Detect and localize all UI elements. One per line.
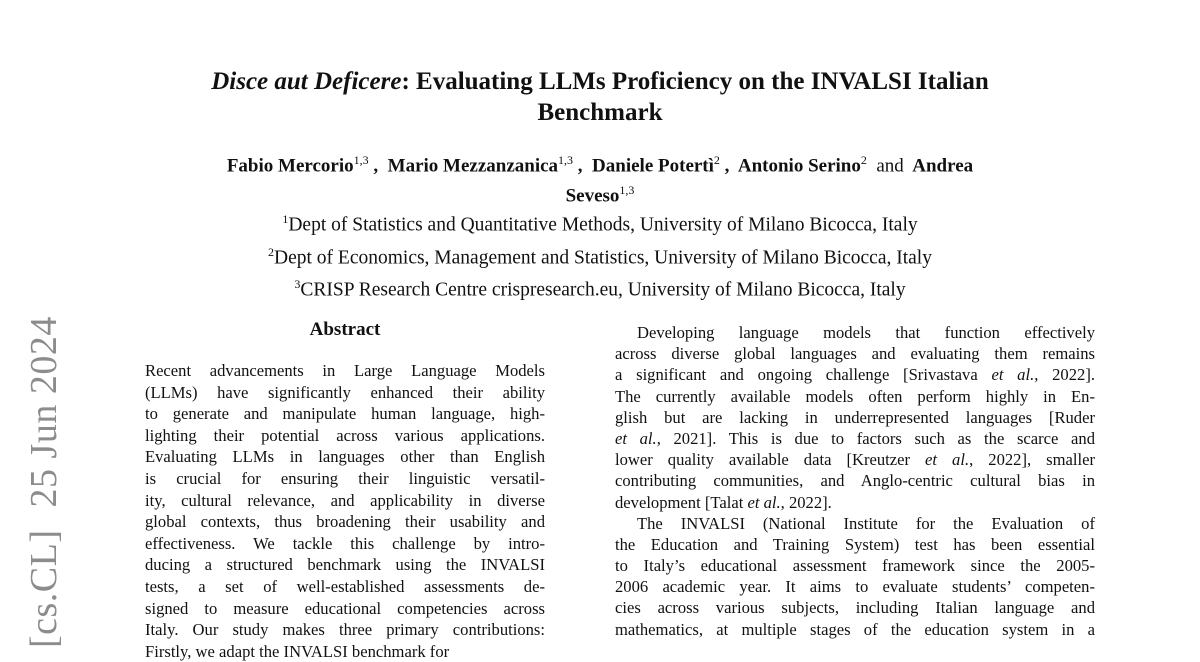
- title-italic: Disce aut Deficere: [211, 68, 402, 95]
- text-line: 2006 academic year. It aims to evaluate …: [615, 577, 1095, 597]
- text-line: et al., 2021]. This is due to factors su…: [615, 428, 1095, 448]
- text-line: contributing communities, and Anglo-cent…: [615, 471, 1095, 491]
- author: Antonio Serino: [737, 155, 861, 177]
- text-line: tests, a set of well-established assessm…: [145, 576, 545, 596]
- text-line: glish but are lacking in underrepresente…: [615, 407, 1095, 427]
- text-line: effectiveness. We tackle this challenge …: [145, 533, 545, 553]
- introduction-body: Developing language models that function…: [615, 322, 1095, 640]
- affiliation-number: 2: [268, 244, 275, 259]
- text-line: Firstly, we adapt the INVALSI benchmark …: [145, 641, 450, 661]
- text-line: across diverse global languages and eval…: [615, 344, 1095, 364]
- paper-title: Disce aut Deficere: Evaluating LLMs Prof…: [0, 66, 1200, 128]
- affiliation-number: 1: [282, 212, 289, 226]
- arxiv-category: [cs.CL]: [23, 529, 65, 648]
- abstract-body: Recent advancements in Large Language Mo…: [145, 360, 545, 662]
- text-line: to generate and manipulate human languag…: [145, 404, 545, 424]
- affiliation-text: CRISP Research Centre crispresearch.eu, …: [300, 279, 906, 301]
- author-affiliation: 1,3: [558, 153, 574, 167]
- affiliation: 3CRISP Research Centre crispresearch.eu,…: [0, 271, 1200, 304]
- author-affiliation: 1,3: [619, 183, 635, 198]
- title-rest: : Evaluating LLMs Proficiency on the INV…: [401, 68, 989, 95]
- abstract-heading: Abstract: [309, 319, 381, 340]
- text-line: The currently available models often per…: [615, 386, 1095, 406]
- text-line: cies across various subjects, including …: [615, 598, 1095, 618]
- title-line2: Benchmark: [537, 99, 663, 126]
- arxiv-date: 25 Jun 2024: [23, 316, 65, 508]
- text-line: global contexts, thus broadening their u…: [145, 512, 545, 532]
- text-line: a significant and ongoing challenge [Sri…: [615, 365, 1095, 385]
- text-line: lower quality available data [Kreutzer e…: [615, 450, 1095, 470]
- text-line: Italy. Our study makes three primary con…: [145, 620, 545, 640]
- text-line: (LLMs) have significantly enhanced their…: [145, 382, 545, 402]
- arxiv-stamp: [cs.CL] 25 Jun 2024: [22, 294, 66, 648]
- author: Daniele Potertì: [592, 155, 714, 177]
- text-line: Developing language models that function…: [637, 323, 1095, 342]
- author: Fabio Mercorio: [226, 155, 354, 177]
- affiliation: 1Dept of Statistics and Quantitative Met…: [0, 206, 1200, 239]
- text-line: is crucial for ensuring their linguistic…: [145, 468, 545, 488]
- author-affiliation: 2: [713, 153, 720, 167]
- text-line: The INVALSI (National Institute for the …: [637, 513, 1095, 533]
- affiliation-number: 3: [294, 277, 301, 291]
- author-first-name: Andrea: [912, 155, 974, 177]
- author-last-name: Seveso: [565, 185, 620, 207]
- text-line: ducing a structured benchmark using the …: [145, 555, 545, 575]
- author-affiliation: 1,3: [353, 153, 369, 167]
- affiliation-text: Dept of Economics, Management and Statis…: [274, 247, 932, 268]
- text-line: Evaluating LLMs in languages other than …: [145, 447, 545, 467]
- text-line: ity, cultural relevance, and applicabili…: [145, 490, 545, 510]
- author: Mario Mezzanzanica: [387, 155, 559, 177]
- affiliation-text: Dept of Statistics and Quantitative Meth…: [288, 214, 918, 236]
- text-line: the Education and Training System) test …: [615, 534, 1095, 554]
- text-line: lighting their potential across various …: [145, 425, 545, 445]
- text-line: Recent advancements in Large Language Mo…: [145, 361, 545, 380]
- author-affiliation: 2: [860, 153, 867, 167]
- affiliation: 2Dept of Economics, Management and Stati…: [0, 239, 1200, 272]
- text-line: to Italy’s educational assessment framew…: [615, 556, 1095, 576]
- text-line: development [Talat et al., 2022].: [615, 492, 832, 512]
- authors-and: and: [876, 155, 904, 177]
- author-list: Fabio Mercorio1,3 , Mario Mezzanzanica1,…: [226, 153, 974, 207]
- text-line: mathematics, at multiple stages of the e…: [615, 619, 1095, 639]
- text-line: signed to measure educational competenci…: [145, 598, 545, 618]
- affiliations: 1Dept of Statistics and Quantitative Met…: [0, 206, 1200, 304]
